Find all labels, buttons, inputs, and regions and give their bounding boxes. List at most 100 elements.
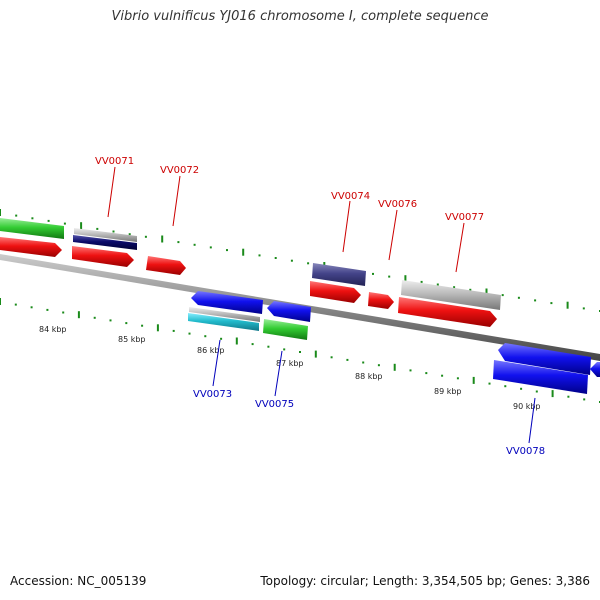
minor-tick	[436, 283, 439, 286]
minor-tick	[582, 307, 585, 310]
gene-feature[interactable]	[590, 362, 600, 377]
minus-strand-features	[188, 291, 600, 394]
gene-label-vv0073[interactable]: VV0073	[193, 389, 232, 400]
minor-tick	[47, 219, 50, 222]
minor-tick	[14, 303, 17, 306]
minor-tick	[299, 351, 301, 353]
gene-feature-vv0073[interactable]	[188, 313, 259, 331]
minor-tick	[388, 275, 391, 278]
gene-label-vv0075[interactable]: VV0075	[255, 399, 294, 410]
scale-label-89: 89 kbp	[434, 387, 462, 396]
gene-label-vv0072[interactable]: VV0072	[160, 165, 199, 176]
minor-tick	[128, 233, 131, 236]
minor-tick	[144, 235, 147, 238]
gene-label-vv0071[interactable]: VV0071	[95, 156, 134, 167]
major-tick	[393, 363, 396, 371]
minor-tick	[251, 343, 254, 346]
minor-tick	[372, 272, 374, 275]
minor-tick	[290, 259, 293, 262]
gene-feature-vv0078[interactable]	[498, 343, 591, 375]
minor-tick	[501, 294, 504, 297]
major-tick	[566, 301, 569, 309]
gene-feature-vv0075[interactable]	[263, 319, 308, 340]
minor-tick	[220, 337, 223, 340]
major-tick	[235, 337, 238, 345]
minor-tick	[346, 358, 349, 361]
minor-tick	[125, 322, 128, 325]
accession-text: Accession: NC_005139	[10, 574, 147, 588]
minor-tick	[31, 217, 34, 220]
major-tick	[242, 248, 245, 256]
minor-tick	[193, 243, 196, 246]
scale-label-88: 88 kbp	[355, 372, 383, 381]
plus-strand-features	[0, 218, 501, 327]
gene-label-vv0074[interactable]: VV0074	[331, 191, 370, 202]
minor-tick	[330, 356, 333, 359]
gene-feature-vv0074[interactable]	[310, 281, 361, 303]
major-tick	[472, 376, 475, 384]
major-tick	[551, 390, 554, 398]
gene-feature-vv0073[interactable]	[189, 307, 260, 322]
minor-tick	[283, 348, 286, 351]
leader-line-vv0073	[212, 339, 221, 387]
minor-tick	[469, 288, 472, 291]
minor-tick	[409, 369, 412, 372]
leader-line-vv0075	[274, 350, 283, 397]
minor-tick	[567, 395, 570, 398]
gene-feature-vv0078[interactable]	[493, 360, 588, 394]
major-tick	[156, 324, 159, 332]
minor-tick	[488, 382, 491, 385]
minor-tick	[267, 345, 270, 348]
gene-feature-vv0071[interactable]	[74, 228, 137, 242]
minor-tick	[96, 227, 99, 230]
leader-line-vv0072	[172, 175, 181, 227]
scale-label-85: 85 kbp	[118, 335, 146, 344]
minor-tick	[456, 377, 459, 380]
leader-line-vv0077	[455, 222, 465, 273]
minor-tick	[30, 306, 33, 309]
gene-label-vv0078[interactable]: VV0078	[506, 446, 545, 457]
minor-tick	[520, 387, 523, 390]
scale-label-86: 86 kbp	[197, 346, 225, 355]
gene-feature-vv0077[interactable]	[398, 297, 497, 327]
major-tick	[0, 298, 1, 305]
gene-feature-vv0073[interactable]	[191, 291, 263, 314]
minor-tick	[425, 372, 428, 375]
gene-feature[interactable]	[0, 218, 64, 239]
gene-feature[interactable]	[146, 256, 186, 275]
leader-line-vv0071	[107, 166, 116, 218]
scale-label-90: 90 kbp	[513, 402, 541, 411]
minor-tick	[93, 316, 96, 319]
minor-tick	[63, 222, 66, 225]
major-tick	[404, 275, 407, 283]
label-leader-lines	[107, 166, 536, 444]
gene-feature-vv0077[interactable]	[401, 280, 501, 310]
major-tick	[0, 209, 1, 216]
gene-feature-vv0074[interactable]	[312, 263, 366, 286]
minor-tick	[204, 335, 207, 338]
leader-line-vv0074	[342, 200, 351, 253]
minor-tick	[274, 257, 277, 259]
lower-tick-track	[0, 298, 600, 403]
scale-label-84: 84 kbp	[39, 325, 67, 334]
gene-feature-vv0071[interactable]	[73, 235, 137, 250]
gene-feature[interactable]	[0, 237, 62, 257]
minor-tick	[441, 374, 444, 377]
gene-feature-vv0075[interactable]	[267, 301, 311, 322]
map-title: Vibrio vulnificus YJ016 chromosome I, co…	[111, 9, 489, 24]
major-tick	[485, 288, 488, 296]
gene-feature-vv0072[interactable]	[72, 246, 134, 267]
gene-feature-vv0076[interactable]	[368, 292, 394, 309]
scale-labels: 84 kbp 85 kbp 86 kbp 87 kbp 88 kbp 89 kb…	[39, 325, 541, 411]
minor-tick	[226, 249, 228, 252]
major-tick	[314, 350, 317, 358]
minor-tick	[550, 302, 553, 305]
minor-tick	[188, 332, 191, 335]
gene-label-vv0077[interactable]: VV0077	[445, 212, 484, 223]
gene-labels: VV0071 VV0072 VV0074 VV0076 VV0077 VV007…	[95, 156, 545, 457]
minor-tick	[258, 254, 261, 257]
major-tick	[80, 222, 83, 230]
gene-label-vv0076[interactable]: VV0076	[378, 199, 417, 210]
minor-tick	[172, 329, 175, 332]
